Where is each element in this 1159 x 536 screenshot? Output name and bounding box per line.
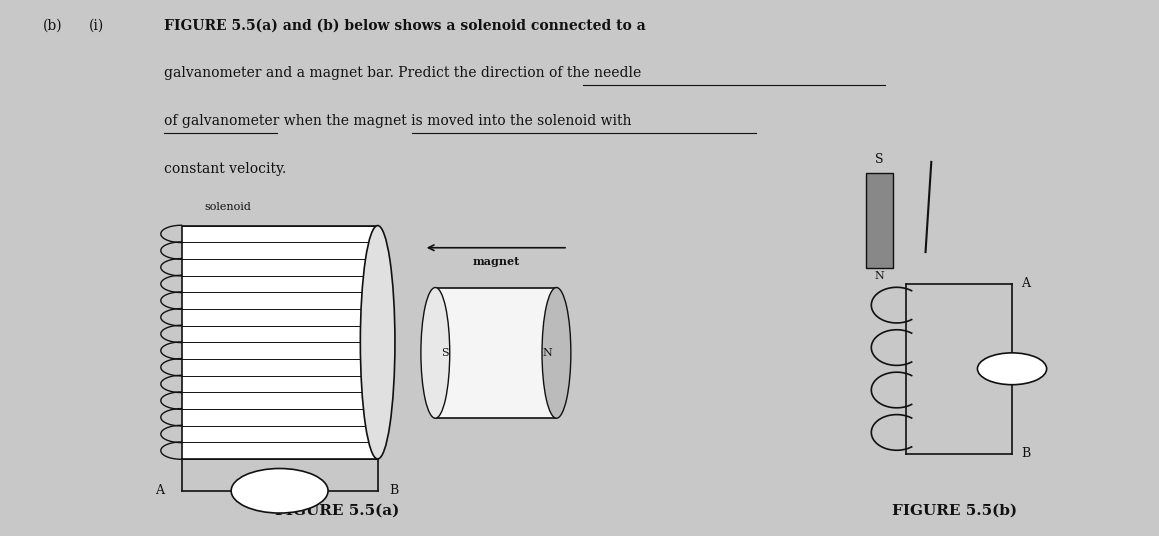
- Bar: [866, 173, 894, 268]
- Text: (i): (i): [89, 19, 104, 33]
- Text: solenoid: solenoid: [205, 202, 252, 212]
- Ellipse shape: [542, 287, 571, 418]
- Text: B: B: [389, 485, 399, 497]
- Text: A: A: [1008, 364, 1015, 373]
- Text: S: S: [440, 348, 449, 358]
- Text: A: A: [1021, 278, 1030, 291]
- Text: S: S: [875, 153, 883, 166]
- Text: (b): (b): [43, 19, 63, 33]
- Text: FIGURE 5.5(b): FIGURE 5.5(b): [891, 503, 1016, 517]
- Text: FIGURE 5.5(a): FIGURE 5.5(a): [275, 503, 400, 517]
- Ellipse shape: [421, 287, 450, 418]
- Text: magnet: magnet: [472, 256, 519, 267]
- Text: of galvanometer when the magnet is moved into the solenoid with: of galvanometer when the magnet is moved…: [165, 114, 632, 128]
- Circle shape: [977, 353, 1047, 385]
- Ellipse shape: [360, 226, 395, 459]
- Text: N: N: [542, 348, 552, 358]
- Text: galvanometer and a magnet bar. Predict the direction of the needle: galvanometer and a magnet bar. Predict t…: [165, 66, 642, 80]
- Bar: [436, 287, 556, 418]
- Text: B: B: [1021, 447, 1030, 460]
- Text: constant velocity.: constant velocity.: [165, 162, 286, 176]
- Bar: [182, 226, 378, 459]
- Text: FIGURE 5.5(a) and (b) below shows a solenoid connected to a: FIGURE 5.5(a) and (b) below shows a sole…: [165, 19, 646, 33]
- Circle shape: [231, 468, 328, 513]
- Text: A: A: [155, 485, 165, 497]
- Text: N: N: [875, 271, 884, 281]
